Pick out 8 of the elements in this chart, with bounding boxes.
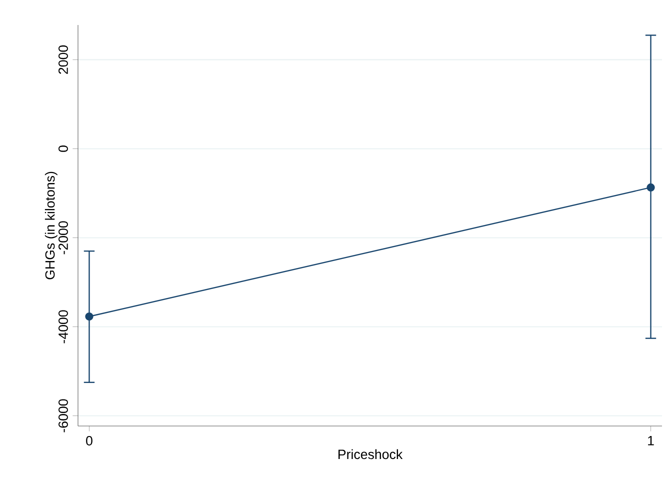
y-tick-label: 0 [58,146,68,152]
y-tick-label: 2000 [58,45,68,74]
y-tick-label: -2000 [58,221,68,254]
y-tick-label: -6000 [58,399,68,432]
y-axis-title: GHGs (in kilotons) [44,172,58,280]
y-tick-label: -4000 [58,310,68,344]
x-tick-label: 1 [648,436,654,446]
x-axis-title: Priceshock [338,449,403,460]
